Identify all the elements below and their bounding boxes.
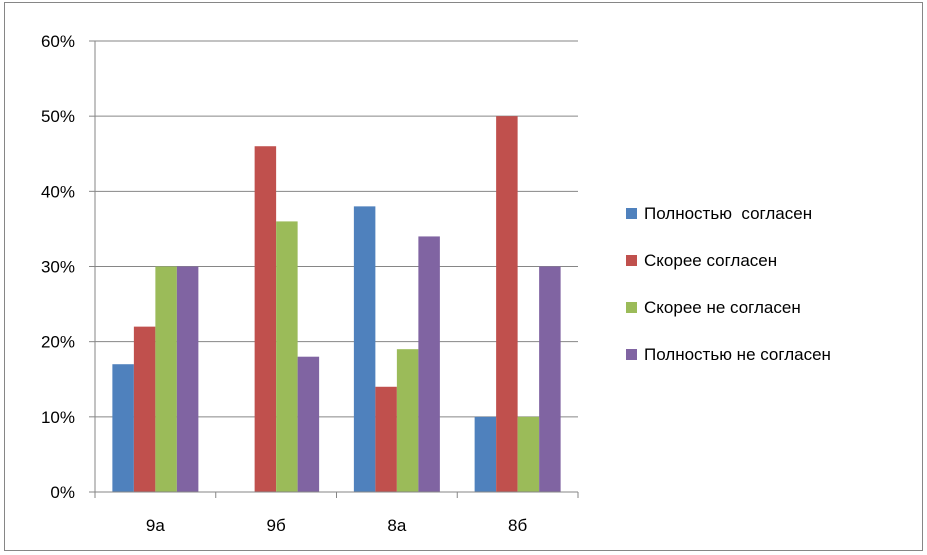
x-tick-label: 8б: [508, 516, 527, 535]
bar: [539, 266, 561, 492]
bar: [155, 266, 177, 492]
legend-label: Полностью согласен: [644, 204, 812, 223]
y-tick-label: 10%: [41, 408, 75, 427]
y-axis-tick-labels: 0% 10% 20% 30% 40% 50% 60%: [41, 32, 75, 502]
legend-swatch: [626, 349, 637, 360]
bar: [276, 221, 298, 492]
x-tick-label: 8а: [387, 516, 406, 535]
bar: [418, 236, 440, 492]
bar: [133, 326, 156, 492]
bar: [353, 206, 376, 492]
legend-label: Полностью не согласен: [644, 345, 831, 364]
y-tick-label: 0%: [50, 483, 75, 502]
legend: Полностью согласен Скорее согласен Скорее …: [626, 204, 831, 364]
legend-label: Скорее не согласен: [644, 298, 801, 317]
bar: [176, 266, 199, 492]
bar: [496, 116, 518, 493]
bar: [474, 416, 497, 492]
y-tick-label: 40%: [41, 182, 75, 201]
bar: [396, 349, 419, 492]
legend-swatch: [626, 208, 637, 219]
x-tick-label: 9а: [146, 516, 165, 535]
bar: [297, 356, 320, 492]
bars: [112, 116, 561, 493]
legend-swatch: [626, 255, 637, 266]
bar: [112, 364, 134, 492]
y-tick-label: 60%: [41, 32, 75, 51]
bar: [254, 146, 277, 492]
legend-swatch: [626, 302, 637, 313]
bar: [375, 386, 397, 492]
y-tick-label: 50%: [41, 107, 75, 126]
y-tick-label: 30%: [41, 258, 75, 277]
x-axis-tick-labels: 9а 9б 8а 8б: [146, 516, 528, 535]
bar: [517, 416, 540, 492]
y-tick-label: 20%: [41, 333, 75, 352]
axes: [89, 40, 579, 498]
x-tick-label: 9б: [267, 516, 286, 535]
legend-label: Скорее согласен: [644, 251, 777, 270]
